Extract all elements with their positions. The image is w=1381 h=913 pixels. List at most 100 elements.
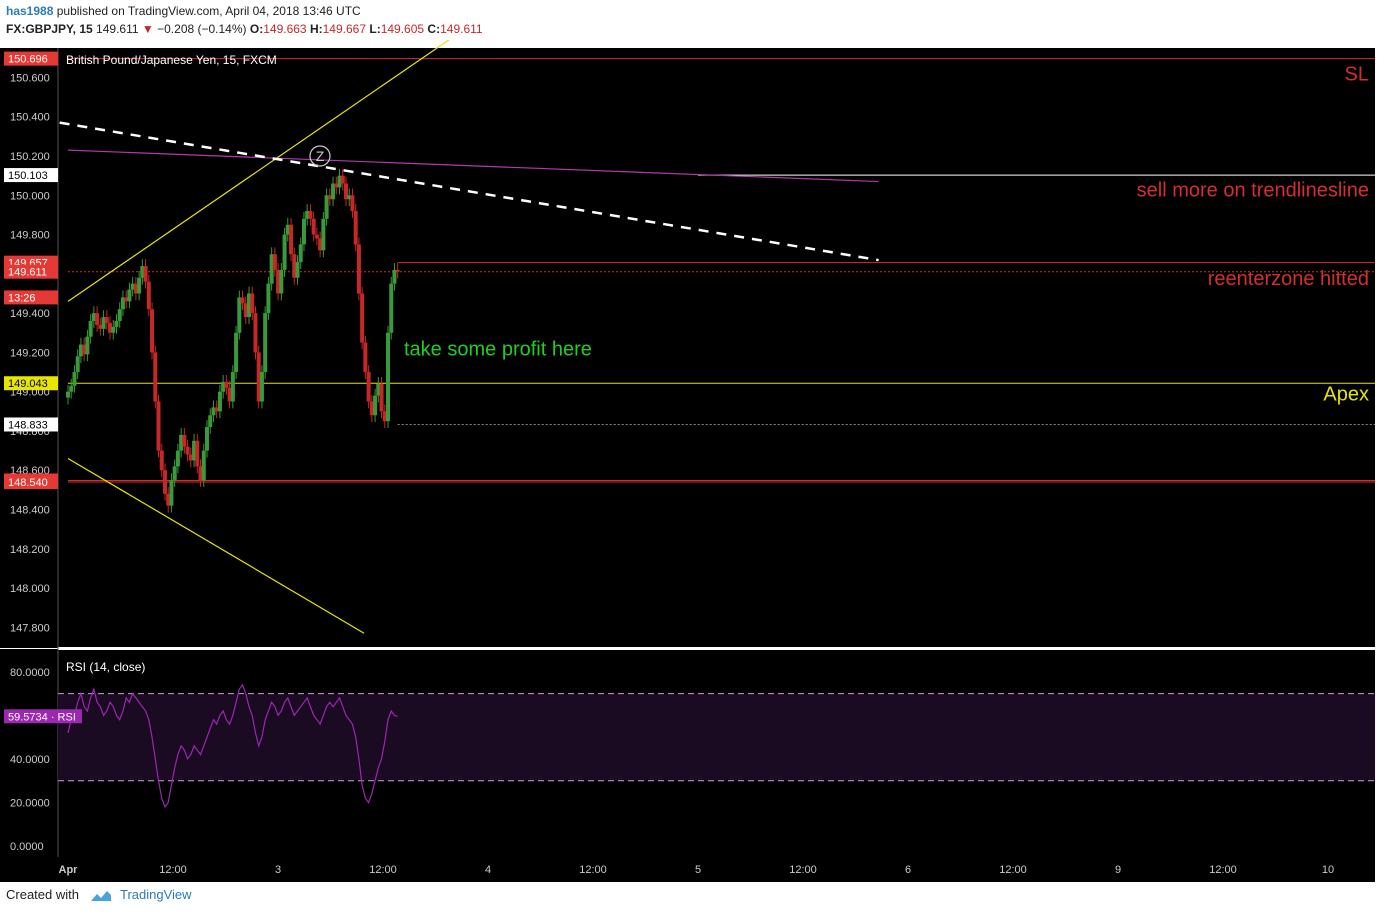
chart-title: British Pound/Japanese Yen, 15, FXCM <box>66 53 277 67</box>
price-label-5: 149.043 <box>8 378 48 390</box>
candle-body <box>114 320 119 327</box>
candle-body <box>69 385 74 392</box>
trend-line-2[interactable] <box>67 149 879 183</box>
publish-line: has1988 published on TradingView.com, Ap… <box>6 4 361 18</box>
price-label-0: 150.696 <box>8 54 48 66</box>
candle-body <box>382 411 387 422</box>
price-label-bg-5 <box>4 376 58 391</box>
candle-body <box>282 234 287 270</box>
candle-body <box>185 446 190 455</box>
candle-body <box>117 309 122 321</box>
candle-body <box>334 183 339 188</box>
candle-body <box>343 183 348 200</box>
time-tick-12: 10 <box>1322 864 1334 876</box>
candle-body <box>295 262 300 278</box>
price-tick-1: 150.400 <box>10 112 50 124</box>
candle-body <box>91 313 96 321</box>
last-price: 149.611 <box>96 22 139 36</box>
time-tick-2: 3 <box>275 864 281 876</box>
candle-body <box>224 381 229 388</box>
trend-line-1[interactable] <box>67 457 365 634</box>
annotation-1: sell more on trendlinesline <box>1137 179 1369 201</box>
time-tick-1: 12:00 <box>159 864 187 876</box>
author-link[interactable]: has1988 <box>6 4 54 18</box>
rsi-title: RSI (14, close) <box>66 660 145 674</box>
close-label: C: <box>427 22 441 36</box>
trend-line-3[interactable] <box>59 121 879 262</box>
candle-body <box>356 244 361 294</box>
price-tick-13: 147.800 <box>10 622 50 634</box>
tradingview-link[interactable]: TradingView <box>120 887 192 902</box>
price-label-bg-6 <box>4 417 58 432</box>
candle-body <box>237 297 242 333</box>
high-value: 149.667 <box>322 22 367 36</box>
candle-body <box>266 283 271 314</box>
candle-body <box>172 466 177 481</box>
candle-body <box>201 450 206 481</box>
time-tick-5: 12:00 <box>579 864 607 876</box>
candle-body <box>279 269 284 294</box>
candle-body <box>285 224 290 235</box>
candle-body <box>324 195 329 219</box>
publish-info: published on TradingView.com, April 04, … <box>56 4 361 18</box>
z-marker-circle[interactable] <box>309 145 331 167</box>
candle-body <box>289 224 294 255</box>
time-tick-3: 12:00 <box>369 864 397 876</box>
candle-body <box>298 244 303 263</box>
candle-body <box>305 211 310 219</box>
candle-body <box>240 297 245 304</box>
time-tick-8: 6 <box>905 864 911 876</box>
time-axis <box>0 857 1381 882</box>
low-label: L: <box>369 22 381 36</box>
candle-body <box>373 395 378 416</box>
price-label-1: 150.103 <box>8 170 48 182</box>
candle-body <box>204 427 209 451</box>
candle-body <box>75 356 80 373</box>
candle-body <box>101 317 106 329</box>
price-label-bg-0 <box>4 51 58 66</box>
annotation-3: take some profit here <box>404 338 592 360</box>
rsi-line <box>67 683 398 809</box>
candle-body <box>227 387 232 402</box>
price-tick-5: 149.400 <box>10 308 50 320</box>
candle-body <box>247 293 252 318</box>
rsi-tick-1: 40.0000 <box>10 754 50 766</box>
symbol-label: FX:GBPJPY, 15 <box>6 22 93 36</box>
tradingview-logo-icon <box>90 890 111 901</box>
candle-body <box>153 352 158 402</box>
time-tick-6: 5 <box>695 864 701 876</box>
candle-body <box>353 211 358 245</box>
candle-body <box>256 352 261 402</box>
candle-body <box>156 401 161 451</box>
candle-body <box>162 470 167 494</box>
close-value: 149.611 <box>440 22 483 36</box>
candle-body <box>321 218 326 251</box>
chart-area[interactable]: 150.600 150.400 150.200 150.000 149.800 149.4… <box>0 40 1381 882</box>
price-label-bg-3 <box>4 264 58 279</box>
candle-body <box>182 434 187 447</box>
candle-body <box>133 283 138 294</box>
candle-body <box>263 313 268 373</box>
candle-body <box>230 372 235 402</box>
candle-body <box>179 434 184 451</box>
candle-body <box>143 265 148 282</box>
candle-body <box>72 372 77 386</box>
price-label-4: 13:26 <box>8 292 36 304</box>
price-pane[interactable] <box>58 48 1375 647</box>
price-label-bg-1 <box>4 168 58 183</box>
price-label-3: 149.611 <box>8 267 47 279</box>
high-label: H: <box>309 22 323 36</box>
low-value: 149.605 <box>380 22 425 36</box>
rsi-tick-0: 80.0000 <box>10 667 50 679</box>
candle-body <box>120 297 125 310</box>
price-label-8: 148.540 <box>8 477 48 489</box>
price-tick-3: 150.000 <box>10 190 50 202</box>
rsi-current-label: 59.5734 · RSI <box>8 711 76 723</box>
rsi-label-bg <box>4 709 82 724</box>
trend-line-0[interactable] <box>67 40 526 302</box>
time-tick-7: 12:00 <box>789 864 817 876</box>
rsi-tick-2: 20.0000 <box>10 798 50 810</box>
candle-body <box>198 466 203 481</box>
candle-body <box>137 277 142 294</box>
candle-body <box>188 454 193 461</box>
